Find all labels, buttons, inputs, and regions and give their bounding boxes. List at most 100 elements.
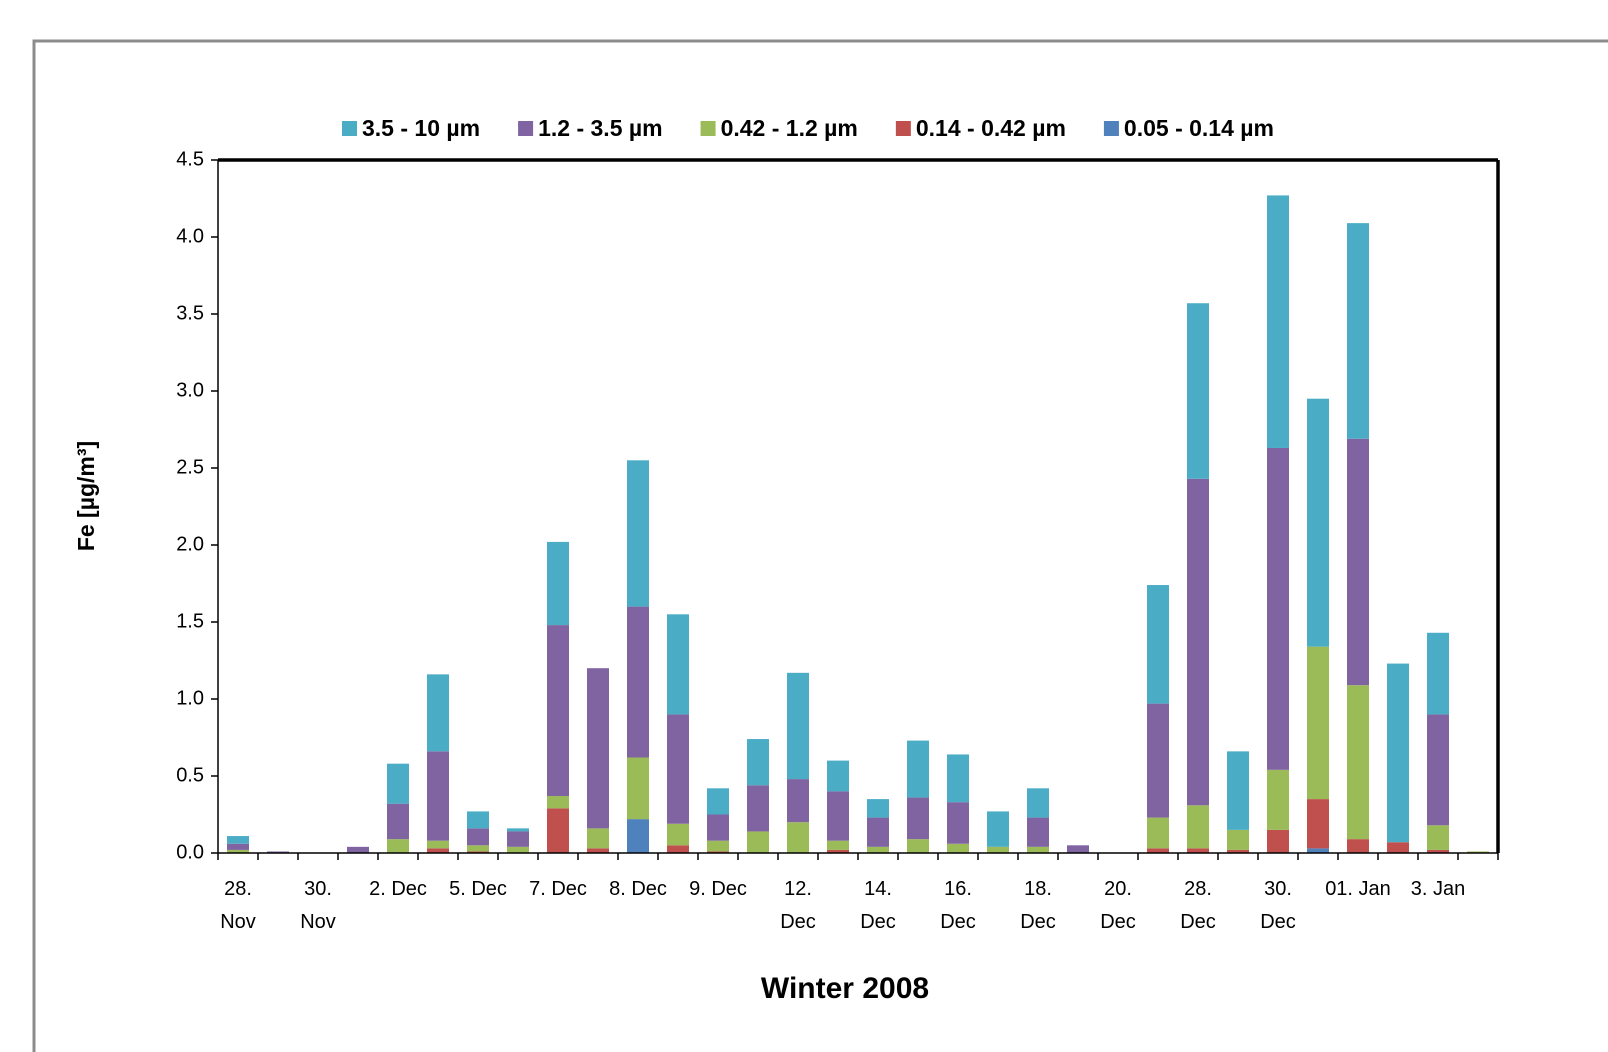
x-tick-label: 28. Dec [1180, 878, 1216, 933]
bar-segment [947, 802, 969, 844]
bar-segment [1347, 839, 1369, 853]
bar-segment [1307, 398, 1329, 647]
x-tick-label: 14. Dec [860, 878, 896, 933]
bar-segment [427, 674, 449, 752]
x-tick-label: 7. Dec [529, 878, 587, 900]
bar-segment [827, 791, 849, 841]
y-tick-label: 3.0 [176, 379, 204, 401]
bar-segment [787, 672, 809, 780]
bar-segment [1307, 799, 1329, 849]
bar-segment [507, 828, 529, 832]
legend-swatch [700, 121, 716, 136]
bar-segment [547, 541, 569, 626]
bar-segment [1307, 646, 1329, 800]
bar-segment [747, 739, 769, 786]
chart-frame [32, 39, 1608, 1052]
y-axis-label: Fe [µg/m³] [73, 441, 99, 551]
bar-segment [907, 740, 929, 798]
bar-segment [1187, 303, 1209, 479]
bar-segment [387, 763, 409, 804]
x-axis-label: Winter 2008 [761, 972, 929, 1005]
bar-segment [427, 848, 449, 853]
bar-segment [947, 754, 969, 803]
y-tick-label: 0.0 [176, 841, 204, 863]
x-tick-label: 01. Jan [1325, 878, 1391, 900]
x-tick-label: 30. Dec [1260, 878, 1296, 933]
bar-segment [507, 846, 529, 853]
bar-segment [667, 845, 689, 853]
legend-label: 3.5 - 10 µm [362, 115, 480, 141]
bar-segment [867, 799, 889, 818]
bar-segment [427, 840, 449, 849]
bar-segment [1347, 438, 1369, 686]
bar-segment [827, 849, 849, 853]
bar-segment [547, 796, 569, 809]
bar-segment [987, 811, 1009, 847]
bar-segment [347, 846, 369, 853]
x-tick-label: 20. Dec [1100, 878, 1136, 933]
bar-segment [907, 839, 929, 853]
legend-swatch [895, 121, 911, 136]
bar-segment [1027, 817, 1049, 847]
bar-segment [1187, 848, 1209, 853]
bar-segment [1467, 851, 1489, 853]
x-tick-label: 28. Nov [220, 878, 256, 933]
bar-segment [507, 831, 529, 847]
x-tick-label: 16. Dec [940, 878, 976, 933]
bar-segment [1187, 805, 1209, 849]
y-tick-label: 2.5 [176, 456, 204, 478]
legend-label: 0.05 - 0.14 µm [1124, 115, 1274, 141]
bar-segment [1027, 788, 1049, 818]
bar-segment [547, 808, 569, 853]
bar-segment [227, 843, 249, 850]
bar-segment [787, 822, 809, 853]
x-tick-label: 18. Dec [1020, 878, 1056, 933]
bar-segment [1347, 223, 1369, 439]
legend-swatch [342, 121, 357, 136]
x-tick-label: 30. Nov [300, 878, 336, 933]
legend-label: 0.14 - 0.42 µm [916, 115, 1066, 141]
bar-segment [1307, 848, 1329, 853]
bar-segment [467, 845, 489, 852]
bar-segment [707, 814, 729, 841]
bar-segment [227, 849, 249, 853]
bar-segment [387, 839, 409, 853]
bar-segment [667, 823, 689, 846]
bar-segment [867, 817, 889, 847]
bar-segment [787, 779, 809, 823]
bar-segment [587, 848, 609, 853]
bar-segment [707, 851, 729, 853]
bar-segment [547, 625, 569, 797]
legend-label: 0.42 - 1.2 µm [721, 115, 858, 141]
legend-swatch [518, 121, 534, 136]
legend-label: 1.2 - 3.5 µm [538, 115, 662, 141]
bar-segment [467, 851, 489, 853]
bar-segment [1187, 478, 1209, 806]
bar-segment [1267, 769, 1289, 830]
x-tick-label: 8. Dec [609, 878, 667, 900]
x-tick-label: 9. Dec [689, 878, 747, 900]
bar-segment [1227, 849, 1249, 853]
bar-segment [1427, 825, 1449, 850]
bar-segment [827, 840, 849, 850]
bar-segment [467, 828, 489, 846]
bar-segment [1027, 846, 1049, 853]
bar-segment [667, 614, 689, 715]
bar-segment [1147, 703, 1169, 818]
legend-swatch [1103, 121, 1119, 136]
bar-segment [1267, 829, 1289, 853]
bar-segment [1267, 447, 1289, 770]
bar-segment [627, 757, 649, 820]
bar-segment [1387, 663, 1409, 843]
y-tick-label: 4.5 [176, 148, 204, 170]
y-tick-label: 1.0 [176, 687, 204, 709]
bar-segment [707, 840, 729, 852]
bar-segment [267, 851, 289, 853]
y-tick-label: 1.5 [176, 610, 204, 632]
bar-segment [387, 803, 409, 840]
bar-segment [907, 797, 929, 840]
bar-segment [827, 760, 849, 792]
y-tick-label: 2.0 [176, 533, 204, 555]
bar-segment [1387, 842, 1409, 853]
